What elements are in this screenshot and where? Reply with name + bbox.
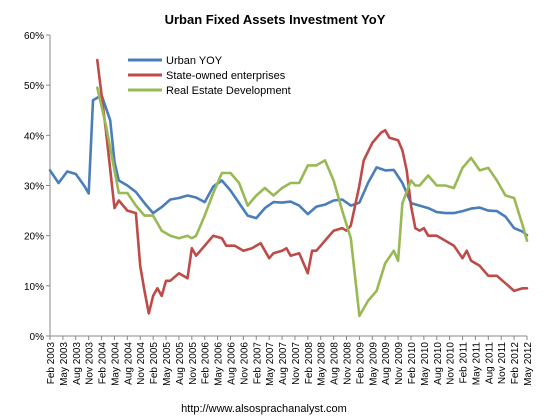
series-line-2 [96,58,529,315]
x-tick-label: Aug 2005 [175,342,186,385]
x-tick-label: Nov 2007 [291,342,302,385]
x-tick-label: Aug 2006 [226,342,237,385]
x-tick-label: Nov 2006 [239,342,250,385]
x-tick-label: Feb 2008 [304,342,315,385]
footer-url: http://www.alsosprachanalyst.com [181,403,347,415]
x-tick-label: Feb 2012 [510,342,521,385]
x-tick-label: May 2007 [265,342,276,386]
x-tick-label: May 2006 [214,342,225,386]
x-tick-label: Aug 2003 [72,342,83,385]
y-tick-label: 10% [24,282,44,293]
x-tick-label: Feb 2006 [201,342,212,385]
y-tick-label: 20% [24,232,44,243]
x-tick-label: May 2012 [523,342,534,386]
y-axis: 0% 10% 20% 30% 40% 50% 60% [24,31,51,343]
x-tick-label: May 2003 [59,342,70,386]
legend-label: Real Estate Development [166,85,291,97]
x-tick-label: May 2004 [110,342,121,386]
x-tick-label: May 2005 [162,342,173,386]
x-tick-label: Feb 2005 [149,342,160,385]
y-tick-label: 40% [24,131,44,142]
x-tick-label: Aug 2009 [381,342,392,385]
x-tick-label: May 2010 [420,342,431,386]
y-tick-label: 50% [24,81,44,92]
x-tick-label: Nov 2004 [136,342,147,385]
series-layer [48,58,529,318]
x-axis: Feb 2003 May 2003 Aug 2003 Nov 2003 Feb 2004… [46,335,534,386]
x-tick-label: Aug 2007 [278,342,289,385]
x-tick-label: Nov 2005 [188,342,199,385]
x-tick-label: May 2011 [471,342,482,386]
x-tick-label: Feb 2010 [407,342,418,385]
x-tick-label: Aug 2008 [330,342,341,385]
x-tick-label: Feb 2003 [46,342,57,385]
series-line-1 [48,93,529,237]
y-tick-label: 60% [24,31,44,42]
x-tick-label: Nov 2011 [497,342,508,385]
chart-title: Urban Fixed Assets Investment YoY [165,12,386,27]
y-tick-label: 30% [24,182,44,193]
series-line-3 [96,86,529,318]
x-tick-label: May 2008 [317,342,328,386]
x-tick-label: Feb 2009 [355,342,366,385]
x-tick-label: Feb 2004 [98,342,109,385]
x-tick-label: Aug 2011 [484,342,495,385]
legend-label: Urban YOY [166,55,223,67]
x-tick-label: Feb 2011 [459,342,470,384]
y-tick-label: 0% [30,332,45,343]
x-tick-label: Feb 2007 [252,342,263,385]
x-tick-label: Aug 2010 [433,342,444,385]
x-tick-label: Nov 2003 [85,342,96,385]
x-tick-label: Nov 2008 [343,342,354,385]
x-tick-label: Nov 2009 [394,342,405,385]
legend-label: State-owned enterprises [166,70,286,82]
x-tick-label: Nov 2010 [446,342,457,385]
legend: Urban YOY State-owned enterprises Real Est… [128,55,291,97]
x-tick-label: Aug 2004 [123,342,134,385]
x-tick-label: May 2009 [368,342,379,386]
